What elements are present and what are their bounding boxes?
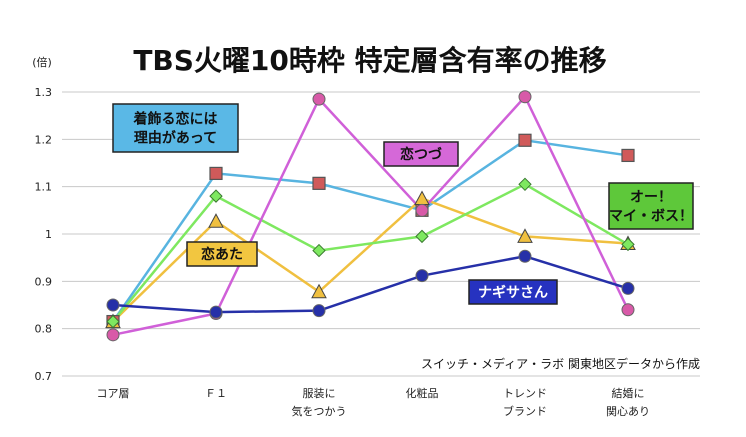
data-point: [312, 304, 326, 318]
series-label: 恋つづ: [383, 141, 459, 167]
x-tick-label: コア層: [97, 387, 130, 400]
series-name: オー！マイ・ボス！: [609, 190, 693, 225]
data-point: [415, 203, 429, 217]
data-point: [209, 305, 223, 319]
data-point: [209, 166, 223, 181]
x-tick-label: 化粧品: [406, 386, 439, 400]
data-point: [106, 328, 120, 342]
series-label: 恋あた: [186, 241, 258, 267]
data-point: [518, 177, 532, 192]
y-tick-label: 1.3: [35, 86, 53, 99]
data-point: [517, 228, 533, 243]
y-tick-label: 1: [45, 228, 52, 241]
series-label: 着飾る恋には理由があって: [112, 103, 239, 153]
data-point: [621, 281, 635, 295]
series-line: [112, 197, 629, 323]
series-line: [112, 94, 630, 337]
data-point: [312, 243, 326, 258]
series-label: オー！マイ・ボス！: [608, 182, 694, 230]
x-tick-label: 服装に気をつかう: [292, 387, 347, 418]
x-tick-labels: コア層 Ｆ１ 服装に気をつかう 化粧品 トレンドブランド 結婚に関心あり: [97, 386, 651, 418]
data-point: [621, 237, 635, 252]
y-tick-label: 0.7: [35, 370, 53, 383]
series-line: [111, 138, 629, 323]
y-tick-labels: 0.7 0.8 0.9 1 1.1 1.2 1.3: [35, 86, 53, 383]
data-point: [518, 133, 532, 147]
data-point: [312, 176, 326, 190]
data-point: [414, 190, 430, 205]
series-markers: [105, 90, 636, 342]
series-label: ナギサさん: [468, 279, 558, 305]
data-point: [106, 314, 120, 329]
series-line: [112, 182, 629, 323]
data-point: [621, 148, 635, 163]
series-lines: [111, 94, 630, 337]
chart-title: TBS火曜10時枠 特定層含有率の推移: [133, 44, 606, 77]
series-name: 着飾る恋には理由があって: [133, 111, 218, 147]
series-name: ナギサさん: [478, 284, 548, 301]
data-point: [106, 298, 120, 312]
data-point: [621, 303, 635, 317]
data-point: [311, 283, 327, 299]
y-tick-label: 0.9: [35, 275, 53, 288]
data-point: [208, 213, 224, 228]
data-point: [415, 269, 429, 283]
series-name: 恋つづ: [400, 146, 442, 163]
x-tick-label: Ｆ１: [205, 387, 227, 400]
y-axis-unit: (倍): [32, 55, 52, 69]
x-tick-label: トレンドブランド: [503, 387, 547, 418]
data-point: [312, 92, 326, 106]
series-name: 恋あた: [201, 246, 243, 263]
y-tick-label: 1.1: [35, 181, 53, 194]
series-line: [112, 254, 629, 314]
y-tick-label: 1.2: [35, 133, 53, 146]
source-note: スイッチ・メディア・ラボ 関東地区データから作成: [421, 356, 700, 371]
data-point: [209, 189, 223, 203]
x-tick-label: 結婚に関心あり: [606, 386, 650, 418]
data-point: [518, 249, 532, 263]
y-tick-label: 0.8: [35, 323, 53, 336]
data-point: [518, 90, 532, 104]
data-point: [415, 229, 429, 244]
